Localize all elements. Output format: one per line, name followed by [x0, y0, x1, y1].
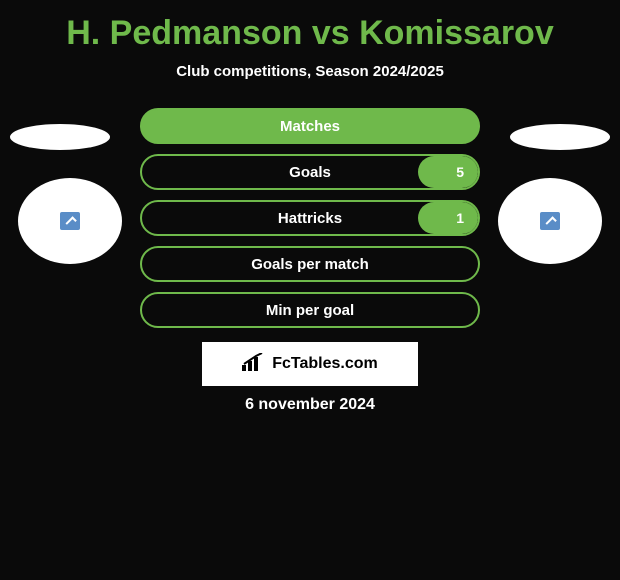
stat-label: Hattricks [278, 210, 342, 227]
page-subtitle: Club competitions, Season 2024/2025 [0, 63, 620, 108]
right-player-ellipse [510, 124, 610, 150]
stats-container: Matches Goals 5 Hattricks 1 Goals per ma… [140, 108, 480, 328]
stat-label: Min per goal [266, 302, 354, 319]
left-team-badge [18, 178, 122, 264]
stat-fill [418, 156, 478, 188]
stat-label: Goals per match [251, 256, 369, 273]
logo-text: FcTables.com [272, 355, 378, 373]
stat-bar-matches: Matches [140, 108, 480, 144]
stat-bar-goals: Goals 5 [140, 154, 480, 190]
stat-bar-goals-per-match: Goals per match [140, 246, 480, 282]
stat-value-right: 5 [456, 164, 464, 180]
chart-icon [242, 353, 266, 376]
stat-label: Goals [289, 164, 331, 181]
fctables-logo: FcTables.com [202, 342, 418, 386]
page-title: H. Pedmanson vs Komissarov [0, 0, 620, 63]
stat-fill [418, 202, 478, 234]
left-player-ellipse [10, 124, 110, 150]
date-text: 6 november 2024 [0, 396, 620, 414]
stat-value-right: 1 [456, 210, 464, 226]
right-team-badge [498, 178, 602, 264]
shield-icon [60, 212, 80, 230]
shield-icon [540, 212, 560, 230]
stat-bar-min-per-goal: Min per goal [140, 292, 480, 328]
stat-label: Matches [280, 118, 340, 135]
stat-bar-hattricks: Hattricks 1 [140, 200, 480, 236]
